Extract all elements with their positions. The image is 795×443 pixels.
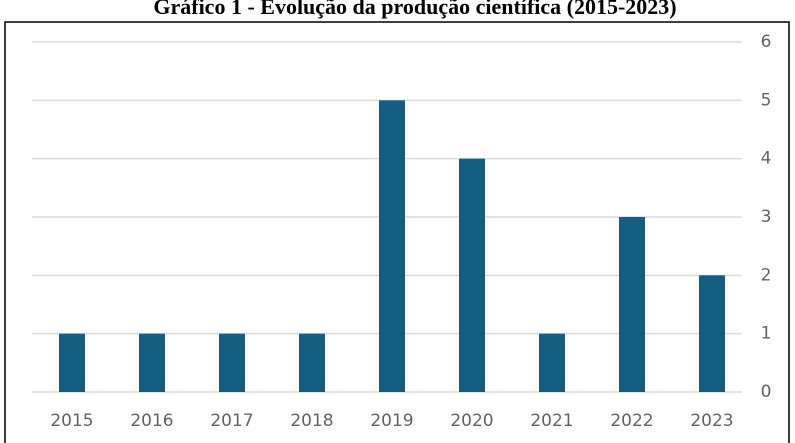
bar bbox=[539, 333, 565, 392]
x-tick-label: 2018 bbox=[290, 411, 333, 431]
y-tick-label: 3 bbox=[761, 207, 772, 227]
x-tick-label: 2015 bbox=[50, 411, 93, 431]
x-tick-label: 2020 bbox=[450, 411, 493, 431]
y-tick-label: 1 bbox=[761, 324, 772, 344]
bar bbox=[219, 333, 245, 392]
x-tick-label: 2017 bbox=[210, 411, 253, 431]
x-tick-label: 2016 bbox=[130, 411, 173, 431]
bar bbox=[699, 275, 725, 392]
bar bbox=[139, 333, 165, 392]
chart-title: Gráfico 1 - Evolução da produção científ… bbox=[153, 0, 676, 19]
y-tick-label: 4 bbox=[761, 149, 772, 169]
bar bbox=[299, 333, 325, 392]
bar bbox=[459, 158, 485, 392]
bar bbox=[379, 100, 405, 392]
x-tick-label: 2022 bbox=[610, 411, 653, 431]
y-tick-label: 5 bbox=[761, 90, 772, 110]
y-tick-label: 0 bbox=[761, 382, 772, 402]
chart-frame bbox=[4, 21, 790, 443]
y-tick-label: 6 bbox=[761, 32, 772, 52]
x-tick-label: 2021 bbox=[530, 411, 573, 431]
x-tick-label: 2019 bbox=[370, 411, 413, 431]
y-tick-label: 2 bbox=[761, 265, 772, 285]
bar bbox=[619, 217, 645, 392]
x-tick-label: 2023 bbox=[690, 411, 733, 431]
bar bbox=[59, 333, 85, 392]
